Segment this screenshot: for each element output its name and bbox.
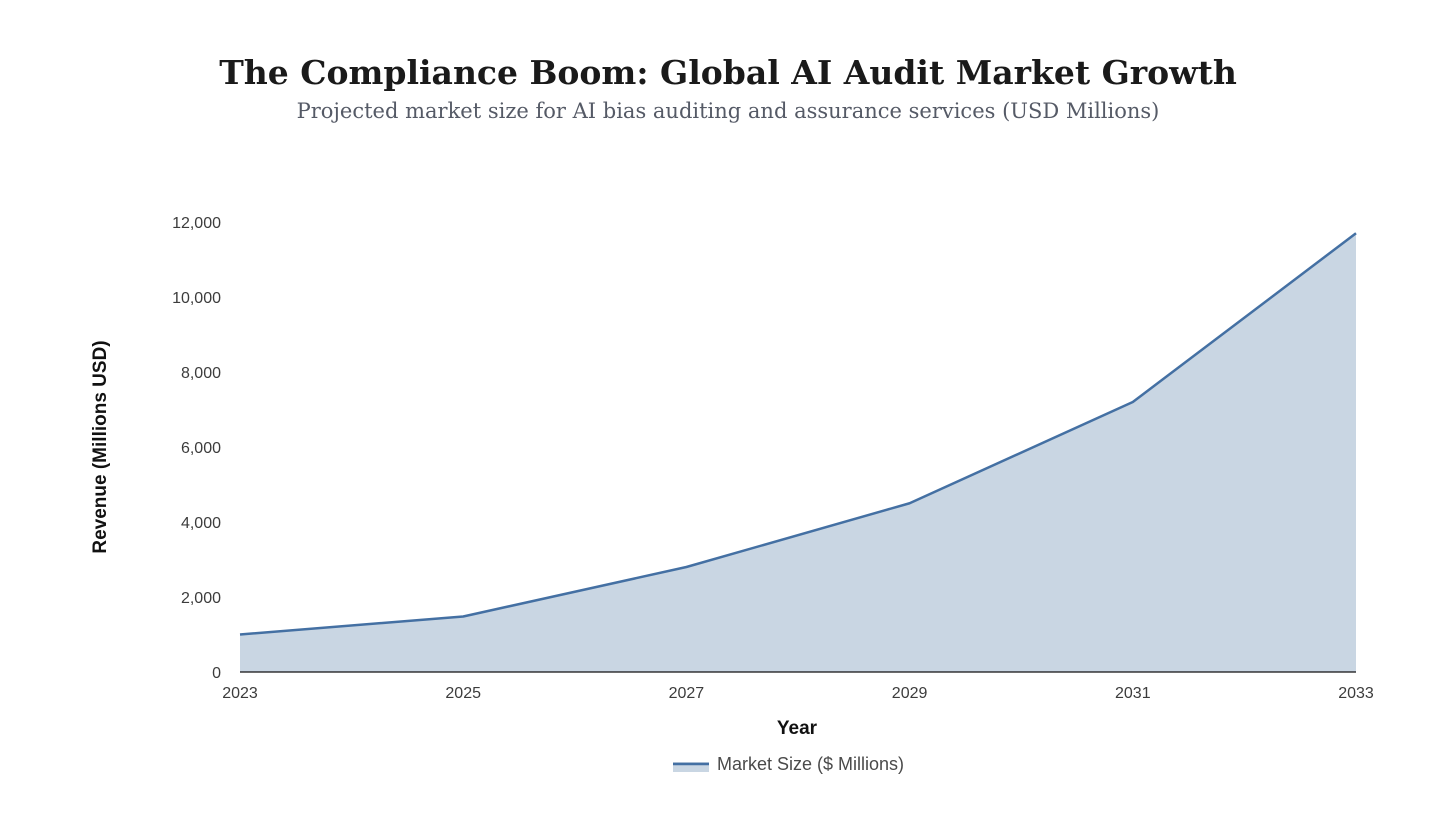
y-axis-title: Revenue (Millions USD) xyxy=(90,340,111,553)
y-axis-ticks: 0 2,000 4,000 6,000 8,000 10,000 12,000 xyxy=(172,215,221,682)
data-point-2025[interactable] xyxy=(460,614,466,620)
y-tick-label-10000: 10,000 xyxy=(172,290,221,307)
x-tick-label-2025: 2025 xyxy=(445,685,481,702)
data-point-2027[interactable] xyxy=(683,564,689,570)
y-tick-label-0: 0 xyxy=(212,665,221,682)
data-point-2031[interactable] xyxy=(1130,399,1136,405)
x-tick-label-2029: 2029 xyxy=(892,685,928,702)
chart-subtitle: Projected market size for AI bias auditi… xyxy=(297,99,1160,123)
chart-title: The Compliance Boom: Global AI Audit Mar… xyxy=(219,53,1237,92)
y-tick-label-8000: 8,000 xyxy=(181,365,221,382)
x-tick-label-2027: 2027 xyxy=(669,685,705,702)
legend-swatch xyxy=(673,762,709,772)
y-tick-label-6000: 6,000 xyxy=(181,440,221,457)
y-tick-label-12000: 12,000 xyxy=(172,215,221,232)
x-tick-label-2033: 2033 xyxy=(1338,685,1374,702)
legend-label: Market Size ($ Millions) xyxy=(717,754,904,774)
series-line[interactable] xyxy=(239,232,1357,636)
series-area-fill xyxy=(240,233,1356,672)
x-axis-title: Year xyxy=(777,718,818,739)
data-point-2023[interactable] xyxy=(237,632,243,638)
data-point-2029[interactable] xyxy=(907,500,913,506)
data-point-2033[interactable] xyxy=(1353,230,1359,236)
y-tick-label-2000: 2,000 xyxy=(181,590,221,607)
y-tick-label-4000: 4,000 xyxy=(181,515,221,532)
x-axis-ticks: 2023 2025 2027 2029 2031 2033 xyxy=(222,685,1374,702)
plot-area xyxy=(237,230,1359,673)
x-tick-label-2023: 2023 xyxy=(222,685,258,702)
x-tick-label-2031: 2031 xyxy=(1115,685,1151,702)
legend[interactable]: Market Size ($ Millions) xyxy=(673,754,904,774)
